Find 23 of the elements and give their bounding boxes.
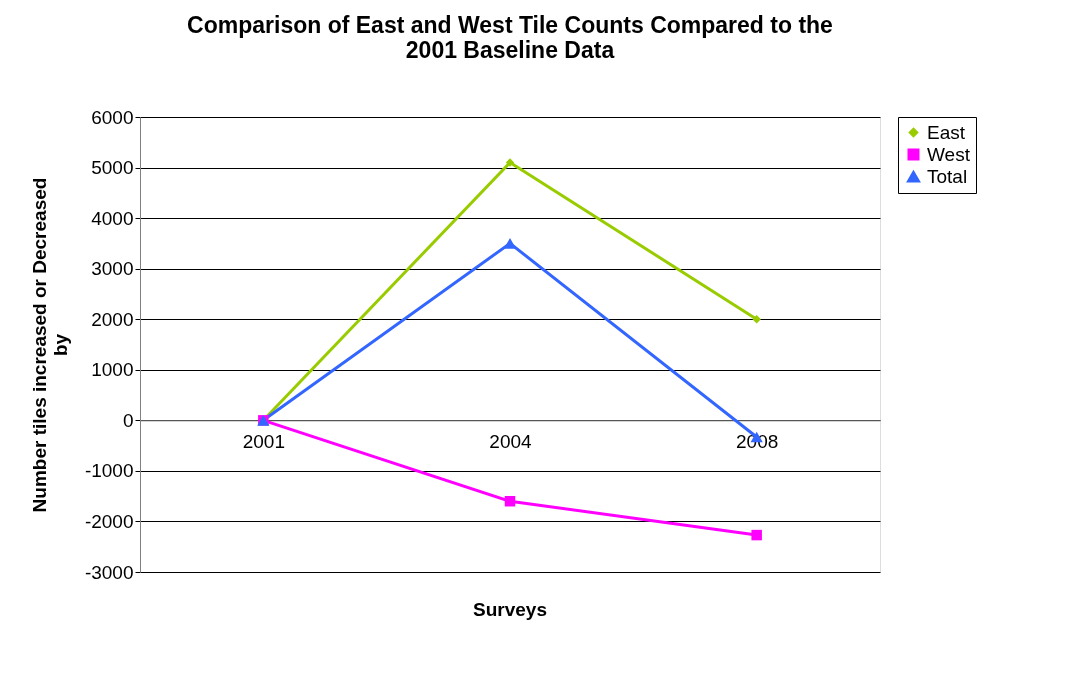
legend-label: West [927, 143, 971, 165]
y-axis-title: Number tiles increased or Decreased by [28, 177, 71, 513]
y-tick-label: -1000 [84, 460, 134, 482]
chart-title: Comparison of East and West Tile Counts Compared to the 2001 Baseline Data [187, 12, 833, 63]
legend-label: East [927, 121, 966, 143]
y-tick-label: -3000 [84, 561, 134, 583]
point [503, 238, 517, 249]
y-tick-label: 5000 [91, 157, 134, 179]
y-tick-label: 3000 [91, 258, 134, 280]
y-tick-label: 6000 [91, 106, 134, 128]
point [504, 495, 516, 507]
x-tick-label: 2001 [242, 430, 285, 452]
point [751, 529, 762, 541]
y-tick-label: 4000 [91, 207, 134, 229]
point [505, 158, 515, 167]
x-axis-title: Surveys [473, 599, 547, 620]
legend-label: Total [927, 165, 968, 187]
y-tick-label: 2000 [91, 308, 134, 330]
point [752, 315, 761, 324]
y-tick-label: 0 [122, 409, 134, 431]
x-tick-label: 2004 [489, 430, 533, 452]
y-tick-label: -2000 [84, 510, 134, 532]
y-tick-label: 1000 [91, 359, 134, 381]
